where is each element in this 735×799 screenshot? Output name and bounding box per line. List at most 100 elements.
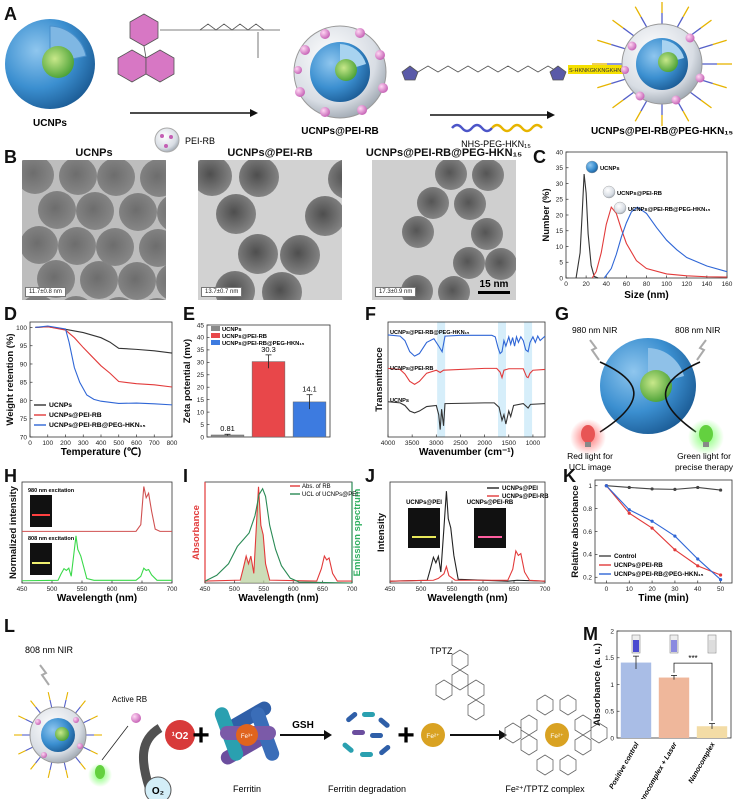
y-tick-label: 0.8 (583, 506, 592, 513)
peg-chain (698, 43, 714, 50)
x-tick-label: 40 (694, 586, 702, 593)
peptide-chain (597, 39, 612, 46)
y-tick-label: 85 (20, 380, 28, 387)
label-ucnps: UCNPs (33, 118, 67, 129)
excitation-label: 980 nm excitation (28, 488, 75, 494)
label-green-light: Green light for (677, 451, 731, 461)
chart-h: 450 500 550 600 650 700 Wavelength (nm) Normali… (8, 481, 178, 604)
tptz-structure (435, 649, 485, 721)
series-line-1 (591, 205, 728, 279)
panel-letter-m: M (583, 624, 598, 644)
peptide-chain (700, 99, 712, 109)
nanoparticle (472, 160, 504, 191)
nanoparticle (22, 295, 57, 300)
plus-icon: + (397, 719, 415, 752)
y-tick-label: 30 (556, 181, 564, 188)
emission-band (32, 562, 50, 564)
panel-letter-e: E (183, 304, 195, 324)
label-fe3: Fe³⁺ (241, 733, 253, 740)
y-tick-label: 0 (559, 275, 563, 282)
data-point (696, 564, 700, 568)
label-ferritin-degradation: Ferritin degradation (328, 784, 406, 794)
green-bulb-icon (699, 425, 713, 443)
x-tick-label: 600 (131, 440, 142, 447)
legend-label: UCNPs@PEI-RB (222, 334, 267, 340)
fe2-icon (421, 723, 445, 747)
x-axis-label: Wavelength (nm) (427, 593, 507, 604)
nanoparticle (59, 160, 97, 195)
x-tick-label: 0 (605, 586, 609, 593)
panel-a-scheme: UCNPs PEI-RB UCNPs@PEI-RB (5, 2, 733, 153)
peg-chain (25, 746, 34, 752)
x-tick-label: 160 (722, 281, 733, 288)
x-tick-label: 2500 (453, 440, 468, 447)
highlight-band (498, 322, 507, 437)
bar (658, 677, 690, 738)
category-label: Nanocomplex (688, 741, 718, 785)
plot-frame (29, 321, 173, 438)
chart-f: 4000 3500 3000 2500 2000 1500 1000 Wavenumber (… (374, 321, 546, 458)
x-tick-label: 600 (107, 586, 118, 593)
peptide-highlight (568, 65, 628, 74)
peg-chain (75, 706, 81, 714)
tem-title-ucnps: UCNPs (75, 147, 113, 159)
x-tick-label: 500 (416, 586, 427, 593)
core (640, 370, 672, 402)
data-point (718, 573, 723, 577)
y-tick-label: 25 (197, 372, 205, 379)
y-tick-label: 10 (197, 409, 205, 416)
peptide-chain (30, 762, 36, 770)
y-tick-label: 95 (20, 343, 28, 350)
x-axis-label: Wavelength (nm) (57, 593, 137, 604)
data-point (627, 508, 631, 512)
y-tick-label: 25 (556, 197, 564, 204)
data-point (696, 557, 700, 561)
y-tick-label: 100 (16, 325, 27, 332)
label-o2: O₂ (152, 786, 164, 797)
x-tick-label: 300 (78, 440, 89, 447)
peptide-chain (80, 762, 86, 770)
arrowhead (547, 111, 555, 119)
label-808nm-nir: 808 nm NIR (25, 645, 74, 655)
vial-solution (633, 640, 639, 652)
peptide-chain (597, 82, 612, 89)
y-axis-label: Number (%) (541, 188, 552, 241)
peg-chain (63, 699, 67, 708)
peptide-sequence: S-HKNKGKKNGKHNGWK (569, 68, 635, 74)
panel-letters: A B C D E F G H I J K L M (4, 4, 598, 644)
y-tick-label: 0 (200, 434, 204, 441)
series-line-1 (35, 326, 173, 388)
scale-bar-label: 15 nm (479, 279, 509, 290)
arrowhead (324, 730, 332, 740)
label-tptz: TPTZ (430, 646, 453, 656)
peptide-chain (90, 715, 98, 720)
plus-icon: + (192, 719, 210, 752)
green-bulb-icon (95, 765, 105, 779)
chart-k: 0 10 20 30 40 50 0.2 0.4 0.6 0.8 1 Time (min) Relati… (570, 479, 733, 604)
tem-image-ucnps-pei-rb: 13.7±0.7 nm (198, 160, 342, 300)
series-line-1 (605, 485, 721, 576)
category-label: Nanocomplex + Laser (636, 740, 679, 799)
series-line-1 (389, 549, 546, 582)
y-axis-label: Absorbance (191, 505, 202, 560)
arrow-thin (101, 725, 129, 761)
plot-frame (389, 481, 546, 584)
nanoparticle (471, 218, 503, 251)
size-label: 17.3±0.9 nm (375, 287, 417, 297)
legend-label: Abs. of RB (302, 484, 331, 490)
data-point (673, 548, 677, 552)
chart-m: 0 0.5 1 1.5 2 Absorbance (a. u.) Positive cont… (592, 628, 732, 799)
ucnp-pei-rb-particle (293, 25, 388, 119)
size-label: 11.7±0.8 nm (25, 287, 66, 297)
x-tick-label: 400 (96, 440, 107, 447)
nanoparticle (198, 160, 232, 196)
series-line-2 (387, 401, 546, 430)
peptide-chain (712, 39, 727, 46)
fe3-icon (236, 724, 258, 746)
peptide-chain (712, 82, 727, 89)
vial-solution (709, 640, 715, 652)
chart-j: 450 500 550 600 650 700 Wavelength (nm) Intensi… (376, 481, 551, 604)
singlet-oxygen-icon (165, 720, 195, 750)
data-point (696, 485, 700, 490)
